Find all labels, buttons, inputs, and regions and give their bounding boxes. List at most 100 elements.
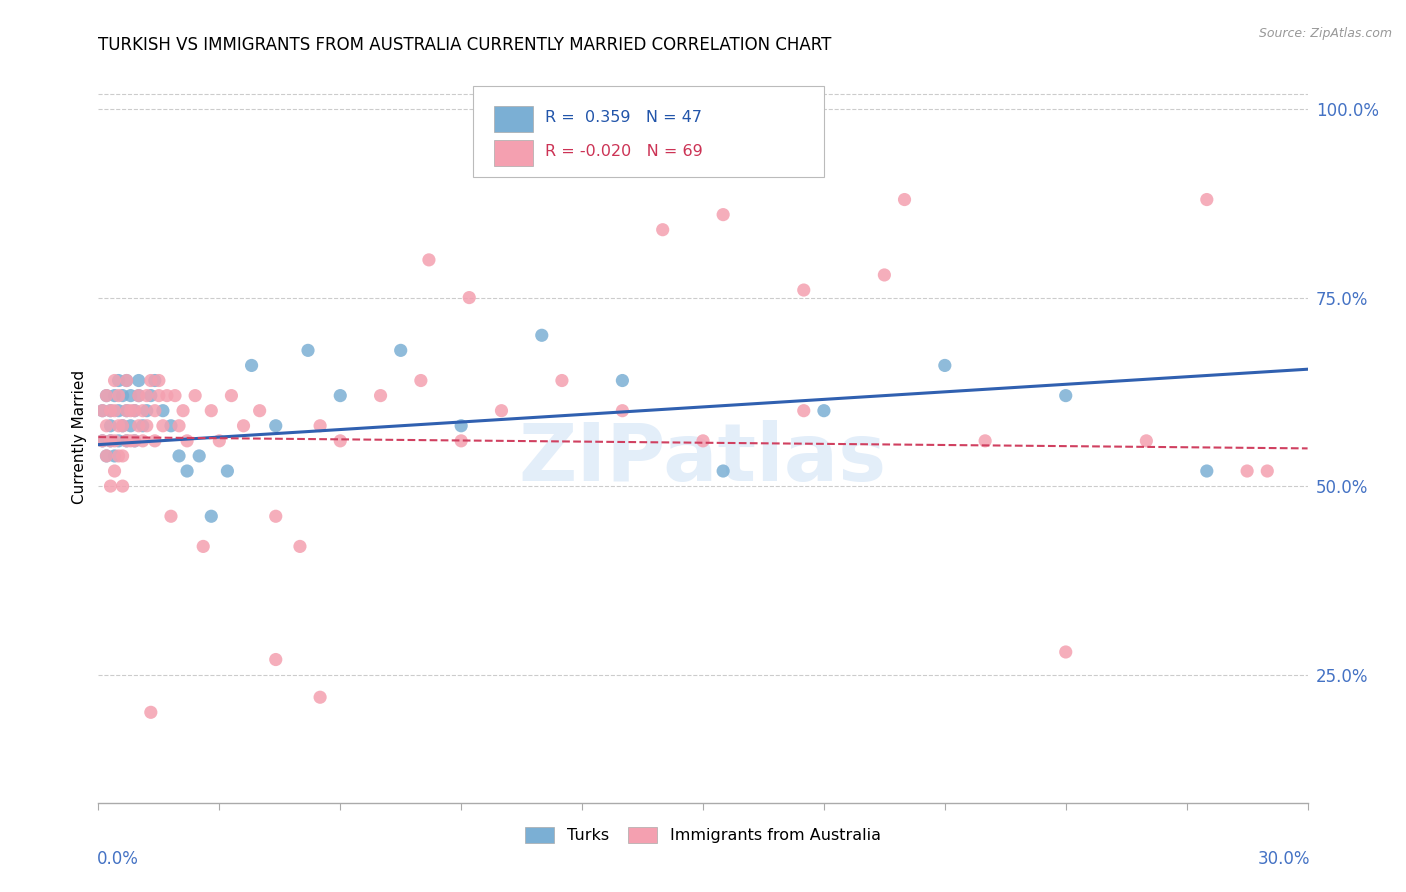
Point [120,389,142,403]
Point [111,418,134,433]
Y-axis label: Currently Married: Currently Married [72,370,87,504]
Point [100,403,122,417]
Point [711,208,734,222]
Point [148,374,170,388]
Point [128,389,150,403]
Point [1054,645,1077,659]
Point [370,389,392,403]
Point [115,374,138,388]
Point [329,434,352,448]
Point [793,283,815,297]
Point [1236,464,1258,478]
Point [139,706,162,720]
Point [152,403,174,417]
Point [1195,193,1218,207]
Point [91,434,114,448]
Point [793,403,815,417]
Point [96,389,118,403]
Point [100,434,122,448]
Point [409,374,432,388]
Point [124,403,146,417]
Point [115,403,138,417]
Point [107,434,129,448]
Text: R = -0.020   N = 69: R = -0.020 N = 69 [544,145,703,160]
Point [160,418,183,433]
Bar [494,106,533,132]
Point [107,418,129,433]
Point [132,403,155,417]
Point [264,418,287,433]
Point [124,434,146,448]
Point [135,418,157,433]
Point [458,291,481,305]
Point [120,418,142,433]
Point [96,449,118,463]
Point [612,374,634,388]
Point [128,389,150,403]
Point [692,434,714,448]
Point [176,464,198,478]
Text: R =  0.359   N = 47: R = 0.359 N = 47 [544,110,702,125]
Point [309,418,332,433]
Point [1256,464,1278,478]
Point [208,434,231,448]
Point [111,479,134,493]
Point [91,403,114,417]
Point [120,434,142,448]
Point [893,193,915,207]
Point [100,479,122,493]
Point [91,434,114,448]
Point [124,403,146,417]
Point [152,418,174,433]
Point [103,449,125,463]
Point [389,343,412,358]
Point [143,403,166,417]
Point [132,434,155,448]
Point [249,403,271,417]
Point [115,374,138,388]
Point [103,389,125,403]
Point [139,389,162,403]
Point [128,374,150,388]
Point [329,389,352,403]
Text: ZIPatlas: ZIPatlas [519,420,887,498]
Point [873,268,896,282]
Point [232,418,254,433]
Point [103,464,125,478]
Point [1054,389,1077,403]
Point [176,434,198,448]
Point [418,252,440,267]
Point [450,418,472,433]
Point [184,389,207,403]
Point [91,403,114,417]
Point [139,374,162,388]
Text: Source: ZipAtlas.com: Source: ZipAtlas.com [1258,27,1392,40]
Point [188,449,211,463]
Point [163,389,186,403]
Point [143,434,166,448]
Point [1135,434,1157,448]
Point [115,434,138,448]
Point [193,540,215,554]
Point [103,374,125,388]
Point [167,418,190,433]
Point [111,449,134,463]
Point [288,540,311,554]
Point [107,389,129,403]
Point [813,403,835,417]
Point [217,464,239,478]
Text: 30.0%: 30.0% [1257,850,1310,868]
Point [103,434,125,448]
Point [132,418,155,433]
Point [96,418,118,433]
Point [111,418,134,433]
Bar [494,140,533,167]
Point [309,690,332,705]
Point [135,389,157,403]
Point [974,434,997,448]
Point [107,449,129,463]
Point [107,403,129,417]
Point [107,374,129,388]
Point [530,328,553,343]
Point [120,403,142,417]
